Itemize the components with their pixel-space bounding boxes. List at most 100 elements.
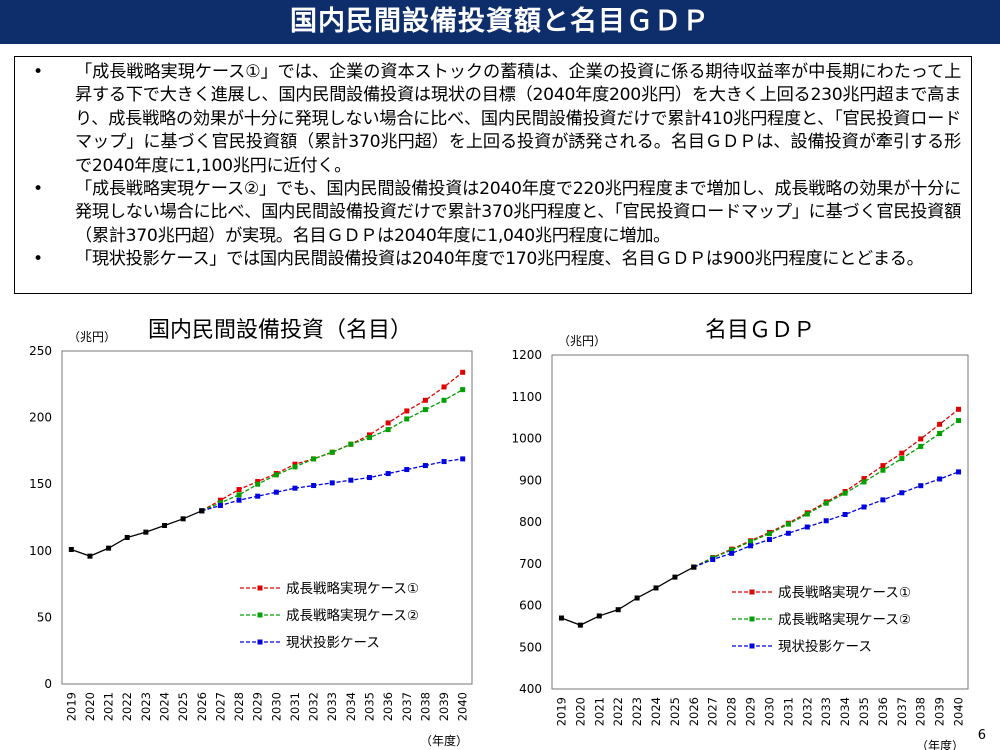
data-point-actual: [199, 508, 205, 514]
x-tick-label: 2039: [437, 692, 451, 721]
data-point-case1: [861, 476, 867, 482]
x-tick-label: 2027: [213, 692, 227, 721]
x-tick-label: 2025: [668, 697, 682, 726]
data-point-case1: [956, 406, 962, 412]
data-point-actual: [143, 529, 149, 535]
data-point-case2: [311, 456, 317, 462]
x-tick-label: 2023: [630, 697, 644, 726]
data-point-baseline: [729, 550, 735, 556]
data-point-baseline: [880, 497, 886, 503]
x-tick-label: 2024: [158, 692, 172, 721]
data-point-baseline: [273, 489, 279, 495]
page-title: 国内民間設備投資額と名目ＧＤＰ: [0, 0, 1000, 44]
summary-box: • 「成長戦略実現ケース①」では、企業の資本ストックの蓄積は、企業の投資に係る期待…: [14, 56, 972, 294]
data-point-case2: [748, 539, 754, 545]
x-tick-label: 2034: [838, 697, 852, 726]
x-tick-label: 2019: [554, 697, 568, 726]
y-tick-label: 1200: [511, 348, 542, 362]
data-point-actual: [596, 613, 602, 619]
x-tick-label: 2038: [914, 697, 928, 726]
data-point-case2: [937, 430, 943, 436]
x-tick-label: 2020: [573, 697, 587, 726]
x-tick-label: 2035: [363, 692, 377, 721]
data-point-case1: [255, 479, 261, 485]
data-point-baseline: [861, 504, 867, 510]
x-tick-label: 2019: [64, 692, 78, 721]
x-tick-label: 2030: [762, 697, 776, 726]
y-tick-label: 700: [519, 557, 542, 571]
data-point-case2: [236, 492, 242, 498]
data-point-baseline: [217, 503, 223, 509]
data-point-actual: [672, 574, 678, 580]
data-point-actual: [180, 516, 186, 522]
y-tick-label: 50: [37, 610, 52, 624]
x-axis-label: （年度）: [916, 738, 964, 750]
x-tick-label: 2023: [139, 692, 153, 721]
x-tick-label: 2029: [744, 697, 758, 726]
y-tick-label: 100: [29, 544, 52, 558]
summary-bullet-2: • 「成長戦略実現ケース②」でも、国内民間設備投資は2040年度で220兆円程度ま…: [23, 178, 961, 248]
data-point-case1: [880, 463, 886, 469]
y-tick-label: 150: [29, 477, 52, 491]
data-point-case2: [880, 467, 886, 473]
data-point-actual: [577, 622, 583, 628]
summary-text-1: 「成長戦略実現ケース①」では、企業の資本ストックの蓄積は、企業の投資に係る期待収…: [75, 62, 961, 176]
x-tick-label: 2036: [381, 692, 395, 721]
data-point-case2: [329, 449, 335, 455]
x-tick-label: 2029: [251, 692, 265, 721]
data-point-actual: [558, 615, 564, 621]
x-tick-label: 2036: [876, 697, 890, 726]
data-point-baseline: [710, 557, 716, 563]
data-point-case2: [348, 441, 354, 447]
x-tick-label: 2034: [344, 692, 358, 721]
data-point-case2: [785, 521, 791, 527]
x-tick-label: 2033: [325, 692, 339, 721]
y-tick-label: 500: [519, 640, 542, 654]
x-tick-label: 2040: [456, 692, 470, 721]
x-tick-label: 2030: [269, 692, 283, 721]
legend-label-baseline: 現状投影ケース: [778, 639, 872, 655]
plot-area: [551, 354, 969, 690]
data-point-case2: [804, 511, 810, 517]
x-tick-label: 2028: [725, 697, 739, 726]
data-point-case1: [918, 436, 924, 442]
x-tick-label: 2027: [706, 697, 720, 726]
plot-area: [61, 350, 473, 685]
data-point-case2: [292, 464, 298, 470]
data-point-baseline: [956, 469, 962, 475]
data-point-case1: [385, 420, 391, 426]
data-point-baseline: [292, 485, 298, 491]
data-point-case1: [292, 461, 298, 467]
y-tick-label: 0: [44, 677, 52, 691]
data-point-actual: [106, 545, 112, 551]
data-point-baseline: [236, 497, 242, 503]
x-tick-label: 2028: [232, 692, 246, 721]
data-point-baseline: [748, 543, 754, 549]
data-point-baseline: [460, 456, 466, 462]
x-tick-label: 2040: [952, 697, 966, 726]
x-tick-label: 2026: [195, 692, 209, 721]
legend-marker: [257, 585, 263, 591]
x-tick-label: 2032: [800, 697, 814, 726]
x-tick-label: 2024: [649, 697, 663, 726]
data-point-baseline: [937, 476, 943, 482]
x-tick-label: 2020: [83, 692, 97, 721]
data-point-case1: [441, 384, 447, 390]
data-point-actual: [691, 564, 697, 570]
page-number: 6: [977, 728, 986, 743]
data-point-case2: [367, 435, 372, 441]
data-point-case2: [956, 418, 962, 424]
data-point-case2: [823, 500, 829, 506]
x-tick-label: 2031: [288, 692, 302, 721]
x-tick-label: 2032: [307, 692, 321, 721]
data-point-case2: [385, 427, 391, 433]
x-tick-label: 2037: [400, 692, 414, 721]
data-point-baseline: [785, 530, 791, 536]
series-line-case1: [201, 371, 464, 512]
summary-text-2: 「成長戦略実現ケース②」でも、国内民間設備投資は2040年度で220兆円程度まで…: [75, 179, 961, 246]
data-point-baseline: [441, 459, 447, 465]
y-tick-label: 900: [519, 473, 542, 487]
data-point-case2: [729, 547, 735, 553]
actual-line: [71, 510, 203, 557]
x-tick-label: 2031: [781, 697, 795, 726]
